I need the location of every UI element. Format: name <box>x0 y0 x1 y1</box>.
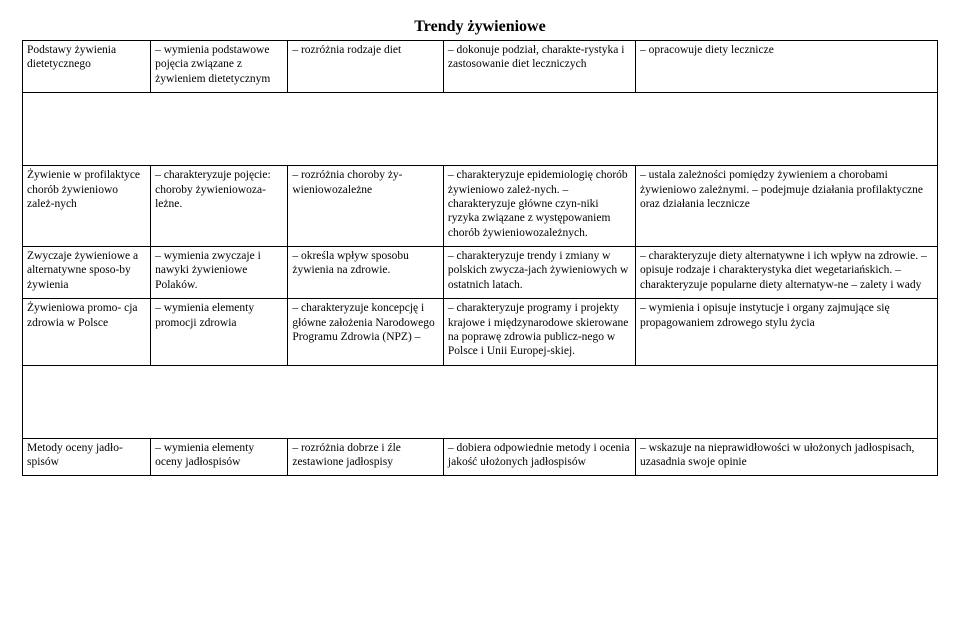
page-title: Trendy żywieniowe <box>22 18 938 36</box>
table-row: Żywieniowa promo- cja zdrowia w Polsce –… <box>23 299 938 366</box>
cell: – charakteryzuje epidemiologię chorób ży… <box>443 166 635 247</box>
cell: – charakteryzuje pojęcie: choroby żywien… <box>151 166 288 247</box>
cell: – charakteryzuje programy i projekty kra… <box>443 299 635 366</box>
cell: – wymienia podstawowe pojęcia związane z… <box>151 41 288 93</box>
spacer-row <box>23 365 938 402</box>
cell-topic: Żywieniowa promo- cja zdrowia w Polsce <box>23 299 151 366</box>
cell: – wymienia i opisuje instytucje i organy… <box>636 299 938 366</box>
table-row: Podstawy żywienia dietetycznego – wymien… <box>23 41 938 93</box>
cell: – dokonuje podział, charakte-rystyka i z… <box>443 41 635 93</box>
spacer-row <box>23 129 938 166</box>
spacer-row <box>23 93 938 130</box>
cell: – charakteryzuje diety alternatywne i ic… <box>636 247 938 299</box>
table-row: Metody oceny jadło-spisów – wymienia ele… <box>23 438 938 476</box>
cell: – rozróżnia dobrze i źle zestawione jadł… <box>288 438 444 476</box>
cell: – dobiera odpowiednie metody i ocenia ja… <box>443 438 635 476</box>
spacer-row <box>23 402 938 439</box>
table-row: Zwyczaje żywieniowe a alternatywne sposo… <box>23 247 938 299</box>
cell: – wymienia elementy oceny jadłospisów <box>151 438 288 476</box>
cell-topic: Podstawy żywienia dietetycznego <box>23 41 151 93</box>
cell: – opracowuje diety lecznicze <box>636 41 938 93</box>
cell: – wymienia zwyczaje i nawyki żywieniowe … <box>151 247 288 299</box>
cell-topic: Metody oceny jadło-spisów <box>23 438 151 476</box>
cell: – charakteryzuje trendy i zmiany w polsk… <box>443 247 635 299</box>
cell: – określa wpływ sposobu żywienia na zdro… <box>288 247 444 299</box>
cell: – charakteryzuje koncepcję i główne zało… <box>288 299 444 366</box>
cell: – rozróżnia choroby ży-wieniowozależne <box>288 166 444 247</box>
cell: – rozróżnia rodzaje diet <box>288 41 444 93</box>
cell: – wskazuje na nieprawidłowości w ułożony… <box>636 438 938 476</box>
curriculum-table: Podstawy żywienia dietetycznego – wymien… <box>22 40 938 476</box>
cell-topic: Żywienie w profilaktyce chorób żywieniow… <box>23 166 151 247</box>
cell: – ustala zależności pomiędzy żywieniem a… <box>636 166 938 247</box>
table-row: Żywienie w profilaktyce chorób żywieniow… <box>23 166 938 247</box>
cell-topic: Zwyczaje żywieniowe a alternatywne sposo… <box>23 247 151 299</box>
cell: – wymienia elementy promocji zdrowia <box>151 299 288 366</box>
